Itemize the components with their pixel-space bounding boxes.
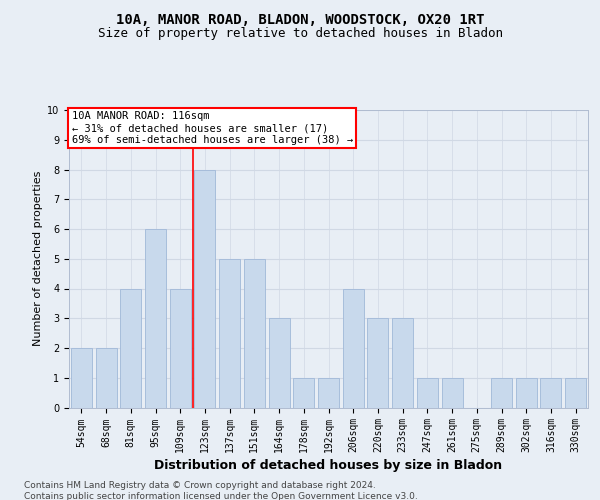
Bar	[565, 378, 586, 408]
Text: Contains public sector information licensed under the Open Government Licence v3: Contains public sector information licen…	[24, 492, 418, 500]
Bar	[293, 378, 314, 408]
Bar	[95, 348, 116, 408]
Bar	[442, 378, 463, 408]
Text: Contains HM Land Registry data © Crown copyright and database right 2024.: Contains HM Land Registry data © Crown c…	[24, 481, 376, 490]
Bar	[367, 318, 388, 408]
Bar	[491, 378, 512, 408]
Text: 10A MANOR ROAD: 116sqm
← 31% of detached houses are smaller (17)
69% of semi-det: 10A MANOR ROAD: 116sqm ← 31% of detached…	[71, 112, 353, 144]
Text: 10A, MANOR ROAD, BLADON, WOODSTOCK, OX20 1RT: 10A, MANOR ROAD, BLADON, WOODSTOCK, OX20…	[116, 12, 484, 26]
Text: Size of property relative to detached houses in Bladon: Size of property relative to detached ho…	[97, 28, 503, 40]
Bar	[120, 288, 141, 408]
Bar	[318, 378, 339, 408]
Bar	[170, 288, 191, 408]
Bar	[541, 378, 562, 408]
Bar	[269, 318, 290, 408]
Bar	[343, 288, 364, 408]
Bar	[219, 259, 240, 408]
Bar	[244, 259, 265, 408]
Bar	[392, 318, 413, 408]
Bar	[145, 229, 166, 408]
Bar	[417, 378, 438, 408]
Bar	[516, 378, 537, 408]
X-axis label: Distribution of detached houses by size in Bladon: Distribution of detached houses by size …	[154, 460, 503, 472]
Bar	[194, 170, 215, 408]
Bar	[71, 348, 92, 408]
Y-axis label: Number of detached properties: Number of detached properties	[33, 171, 43, 346]
